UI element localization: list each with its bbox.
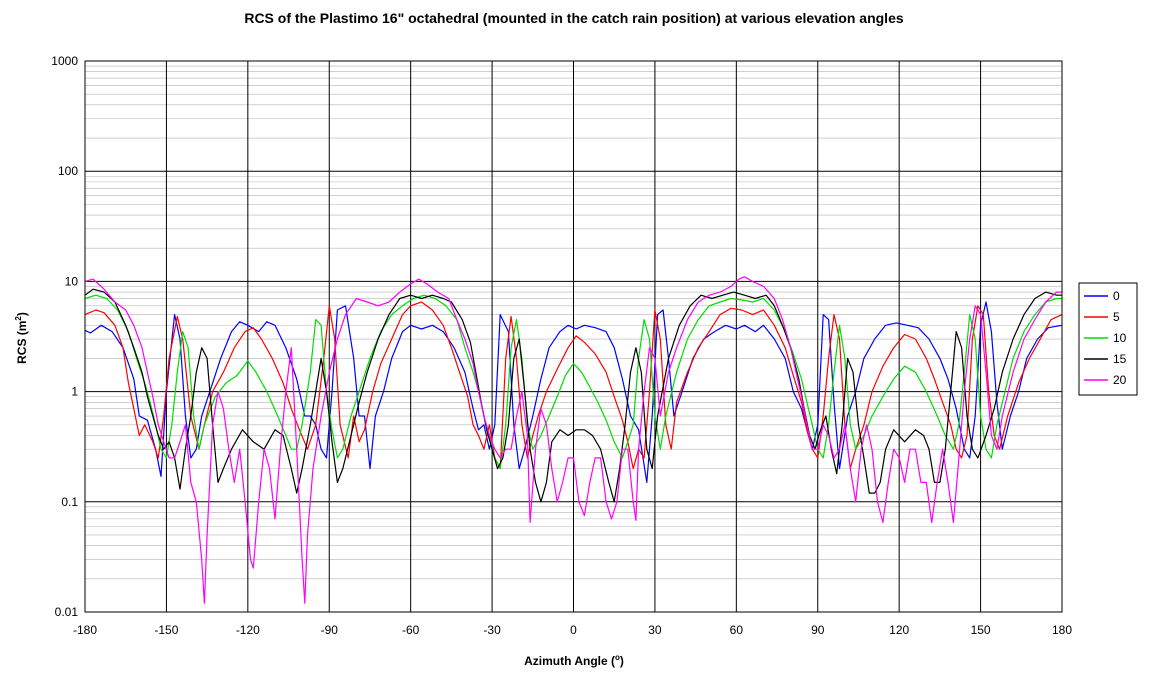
x-tick-label: 60 (730, 623, 744, 637)
y-tick-label: 1000 (51, 54, 78, 68)
legend-box (1078, 282, 1138, 396)
series-line-0 (84, 301, 1063, 483)
y-axis-label-main: RCS (m (15, 321, 29, 364)
y-tick-label: 100 (58, 164, 78, 178)
series-line-5 (84, 301, 1063, 470)
x-tick-label: 30 (648, 623, 662, 637)
x-axis-label: Azimuth Angle (o) (524, 653, 624, 668)
series-lines (84, 276, 1063, 604)
x-axis-label-main: Azimuth Angle ( (524, 654, 615, 668)
x-tick-label: -180 (73, 623, 97, 637)
x-tick-labels: -180 -150 -120 -90 -60 -30 0 30 60 90 120 150 180 (73, 623, 1072, 637)
x-tick-label: 180 (1052, 623, 1072, 637)
y-tick-label: 10 (65, 274, 79, 288)
chart-title: RCS of the Plastimo 16" octahedral (moun… (244, 10, 904, 26)
x-tick-label: 90 (811, 623, 825, 637)
x-tick-label: -30 (483, 623, 501, 637)
x-tick-label: -150 (154, 623, 178, 637)
y-tick-label: 0.1 (61, 495, 78, 509)
y-axis-label-sup: 2 (14, 316, 23, 321)
x-tick-label: 150 (971, 623, 991, 637)
y-tick-label: 1 (71, 385, 78, 399)
x-tick-label: -120 (236, 623, 260, 637)
legend-label-20: 20 (1113, 373, 1127, 387)
plot-area-frame (84, 60, 1063, 613)
x-tick-label: 120 (889, 623, 909, 637)
x-axis-label-sup: o (615, 653, 620, 662)
y-axis-label-tail: ) (15, 312, 29, 316)
series-line-20 (84, 276, 1062, 604)
legend-label-5: 5 (1113, 310, 1120, 324)
x-tick-label: 0 (570, 623, 577, 637)
legend: 0 5 10 15 20 (1078, 282, 1138, 396)
grid (84, 60, 1063, 613)
legend-label-15: 15 (1113, 352, 1127, 366)
x-tick-label: -60 (402, 623, 420, 637)
y-tick-labels: 0.01 0.1 1 10 100 1000 (51, 54, 78, 619)
x-tick-label: -90 (321, 623, 339, 637)
y-tick-label: 0.01 (55, 605, 79, 619)
legend-label-0: 0 (1113, 289, 1120, 303)
series-line-10 (84, 294, 1062, 470)
legend-label-10: 10 (1113, 331, 1127, 345)
series-line-15 (84, 288, 1062, 503)
y-axis-label: RCS (m2) (14, 312, 29, 364)
x-axis-label-tail: ) (620, 654, 624, 668)
